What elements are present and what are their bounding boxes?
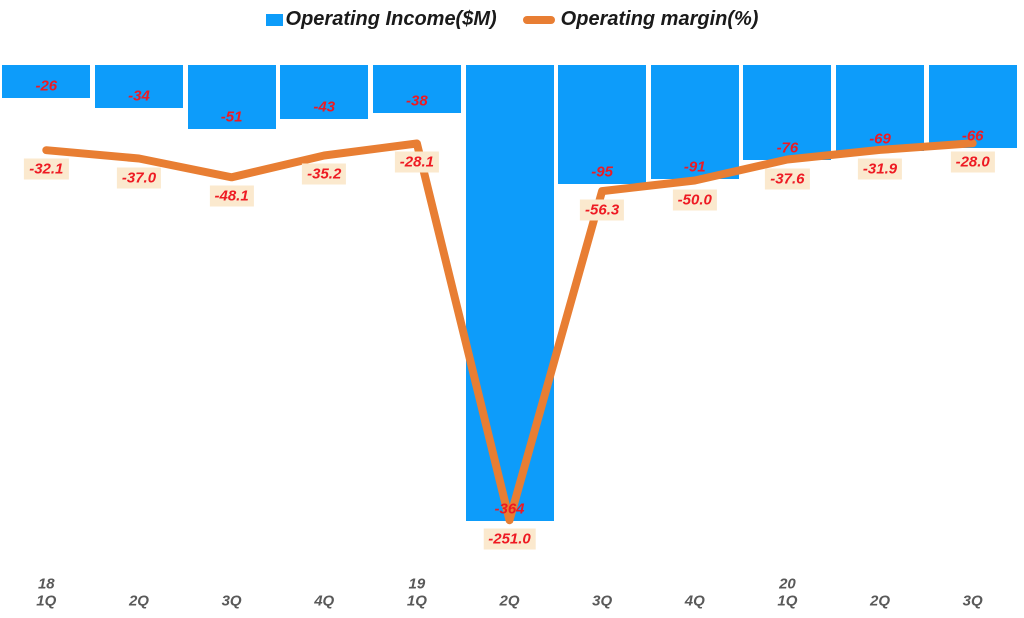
operating-margin-line [42, 139, 977, 525]
operating-income-bar [280, 65, 369, 119]
margin-value-label: -37.0 [116, 167, 162, 189]
x-axis-year-label: 20 [779, 575, 796, 593]
margin-value-label: -32.1 [24, 158, 69, 180]
operating-income-bar [743, 65, 832, 161]
margin-value-label: -37.6 [765, 168, 810, 190]
operating-income-bar [558, 65, 647, 184]
margin-value-label: -48.1 [209, 185, 254, 207]
bar-value-label: -364 [494, 500, 525, 518]
x-axis-year-label: 18 [37, 575, 55, 593]
operating-income-bar [928, 65, 1017, 148]
operating-income-bar [836, 65, 925, 152]
margin-value-label: -28.0 [950, 151, 995, 173]
bar-value-label: -66 [961, 127, 984, 145]
legend-label-operating-margin: Operating margin(%) [560, 8, 759, 30]
operating-income-bar [650, 65, 739, 179]
bar-value-label: -34 [128, 87, 150, 105]
x-axis-quarter-label: 3Q [592, 592, 613, 610]
bar-value-label: -69 [869, 130, 891, 148]
margin-value-label: -28.1 [394, 151, 439, 173]
operating-income-bar [2, 65, 91, 98]
bar-value-label: -51 [220, 108, 243, 126]
bar-value-label: -76 [776, 139, 799, 157]
x-axis-quarter-label: 3Q [962, 592, 983, 610]
chart-legend: Operating Income($M) Operating margin(%) [0, 8, 1024, 31]
operating-income-bar [187, 65, 276, 129]
margin-value-label: -35.2 [302, 163, 347, 185]
x-axis-quarter-label: 1Q [36, 592, 57, 610]
bar-value-label: -38 [406, 92, 428, 110]
legend-line-swatch-icon [522, 15, 555, 24]
bar-value-label: -95 [591, 163, 613, 181]
x-axis-quarter-label: 2Q [870, 592, 891, 610]
x-axis-year-label: 19 [408, 575, 426, 593]
margin-value-label: -31.9 [857, 158, 903, 180]
x-axis-quarter-label: 1Q [777, 592, 798, 610]
bar-value-label: -43 [313, 98, 336, 116]
legend-bar-swatch-icon [265, 13, 283, 26]
legend-label-operating-income: Operating Income($M) [285, 8, 497, 30]
x-axis-quarter-label: 3Q [221, 592, 242, 610]
x-axis-quarter-label: 4Q [684, 592, 705, 610]
operating-income-bar [94, 65, 183, 108]
margin-value-label: -251.0 [483, 528, 536, 550]
bar-value-label: -26 [35, 77, 58, 95]
operating-income-bar [372, 65, 461, 113]
margin-value-label: -50.0 [672, 189, 717, 210]
margin-value-label: -56.3 [580, 199, 625, 221]
x-axis-quarter-label: 1Q [406, 592, 427, 610]
x-axis-quarter-label: 4Q [314, 592, 335, 610]
x-axis-quarter-label: 2Q [128, 592, 149, 610]
operating-income-bar [465, 65, 554, 521]
bar-value-label: -91 [683, 158, 706, 176]
x-axis-quarter-label: 2Q [499, 592, 520, 610]
